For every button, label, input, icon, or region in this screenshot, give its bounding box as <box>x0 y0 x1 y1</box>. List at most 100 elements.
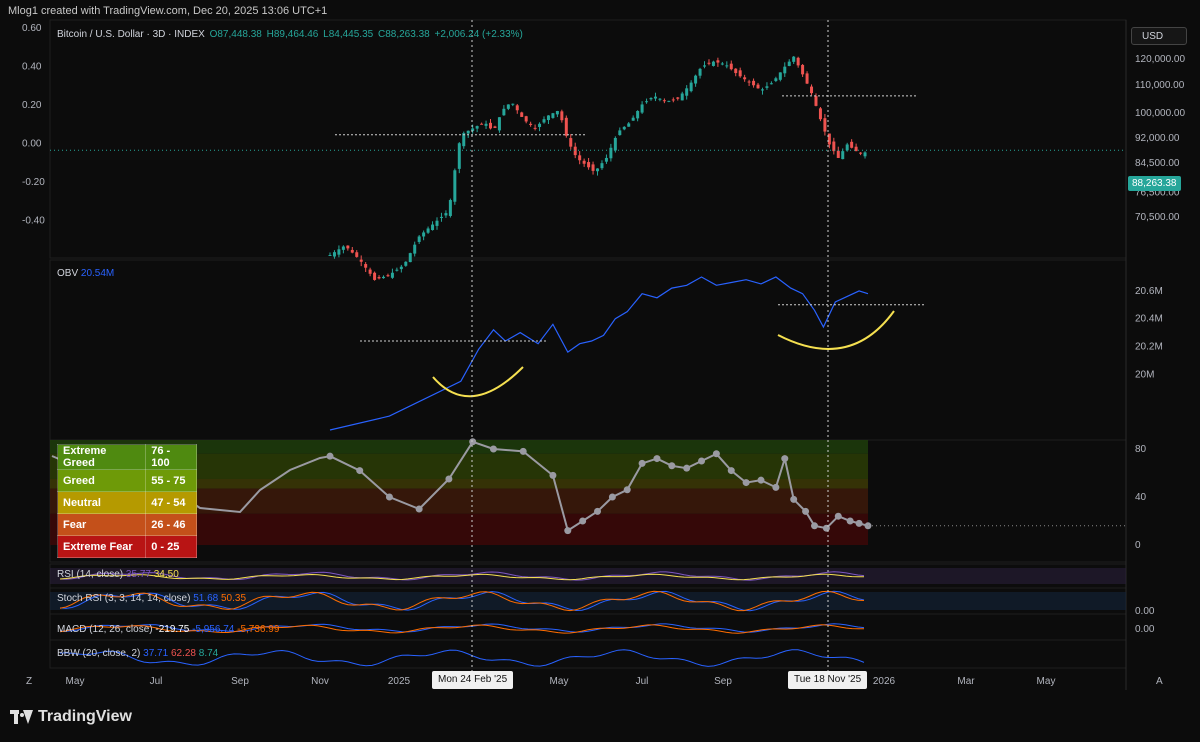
macd-hist-value: -219.75 <box>155 624 190 635</box>
candle-body <box>475 126 479 129</box>
pane-frame <box>49 259 1127 441</box>
fg-point <box>683 464 691 472</box>
fg-point <box>712 450 720 458</box>
candle-body <box>850 141 854 148</box>
candle-body <box>827 133 831 145</box>
fg-label: Extreme Greed <box>56 444 147 470</box>
price-tick-label: 110,000.00 <box>1135 80 1185 91</box>
candle-body <box>546 115 550 121</box>
candle-body <box>390 272 394 278</box>
candle-body <box>408 253 412 263</box>
candle-body <box>542 119 546 123</box>
obv-legend: OBV 20.54M <box>57 268 114 279</box>
candle-body <box>573 146 577 156</box>
fg-point <box>385 493 393 501</box>
candle-body <box>582 160 586 164</box>
candle-body <box>502 108 506 116</box>
fg-point <box>579 517 587 525</box>
fg-point <box>326 452 334 460</box>
stoch-band <box>50 592 1126 610</box>
candle-body <box>711 61 715 66</box>
symbol-title: Bitcoin / U.S. Dollar · 3D · INDEX <box>57 29 205 40</box>
bbw-value: 37.71 <box>143 648 169 659</box>
candle-body <box>578 155 582 161</box>
fg-point <box>469 438 477 446</box>
candle-body <box>364 264 368 268</box>
candle-body <box>569 138 573 147</box>
fg-point <box>822 524 830 532</box>
ohlc-change: +2,006.24 (+2.33%) <box>434 29 523 40</box>
fg-zone-band <box>50 478 868 489</box>
candle-body <box>591 164 595 171</box>
candle-body <box>774 78 778 81</box>
candle-body <box>703 65 707 67</box>
rsi-band <box>50 568 1126 584</box>
fg-point <box>846 517 854 525</box>
annotation-curve <box>432 366 524 398</box>
fg-range: 76 - 100 <box>145 444 197 470</box>
candle-body <box>337 249 341 255</box>
candle-body <box>426 228 430 233</box>
candle-body <box>818 108 822 120</box>
candle-body <box>662 100 666 102</box>
candle-body <box>346 245 350 249</box>
candle-body <box>533 127 537 129</box>
obv-tick-label: 20M <box>1135 369 1154 380</box>
candle-body <box>377 277 381 279</box>
stoch-d-value: 50.35 <box>221 593 247 604</box>
candle-body <box>596 168 600 172</box>
price-tick-label: 84,500.00 <box>1135 158 1180 169</box>
candle-body <box>613 137 617 151</box>
bbw-upper-value: 62.28 <box>170 648 196 659</box>
fg-point <box>608 493 616 501</box>
candle-body <box>551 113 555 118</box>
time-tick-label: Sep <box>231 676 249 687</box>
candle-body <box>350 249 354 253</box>
candle-body <box>341 246 345 250</box>
fg-point <box>802 507 810 515</box>
time-tick-label: May <box>550 676 569 687</box>
time-tick-label: 2026 <box>873 676 896 687</box>
candle-body <box>609 147 613 159</box>
candle-body <box>671 99 675 101</box>
candle-body <box>399 266 403 270</box>
fg-point <box>742 479 750 487</box>
ohlc-close: C88,263.38 <box>377 29 430 40</box>
left-tick-label: 0.20 <box>22 100 42 111</box>
candle-body <box>529 123 533 125</box>
candle-body <box>524 116 528 122</box>
fg-point <box>772 483 780 491</box>
left-tick-label: -0.20 <box>22 177 45 188</box>
fg-range: 55 - 75 <box>145 469 197 492</box>
time-tick-label: May <box>1037 676 1056 687</box>
obv-tick-label: 20.2M <box>1135 342 1163 353</box>
macd-value: -5,956.74 <box>192 624 235 635</box>
candle-body <box>743 77 747 80</box>
candle-body <box>484 123 488 126</box>
macd-signal-line <box>59 624 865 634</box>
fg-tick-label: 0 <box>1135 540 1141 551</box>
candle-body <box>422 232 426 237</box>
fg-point <box>623 486 631 494</box>
fg-tick-label: 80 <box>1135 444 1147 455</box>
ohlc-open: O87,448.38 <box>209 29 262 40</box>
tradingview-logo: TradingView <box>10 708 132 726</box>
candle-body <box>555 111 559 115</box>
currency-button[interactable]: USD <box>1131 27 1187 45</box>
bbw-line <box>59 649 865 667</box>
fg-point <box>415 505 423 513</box>
auto-scale-icon: A <box>1156 676 1163 687</box>
tv-logo-icon <box>10 710 33 724</box>
fg-point <box>638 459 646 467</box>
fg-range: 26 - 46 <box>145 513 197 536</box>
fg-row: Extreme Greed 76 - 100 <box>56 444 197 470</box>
time-tick-label: Jul <box>150 676 163 687</box>
candle-body <box>520 112 524 117</box>
fg-range: 0 - 25 <box>145 535 197 558</box>
candle-body <box>453 170 457 202</box>
candle-body <box>332 252 336 257</box>
chart-header: Mlog1 created with TradingView.com, Dec … <box>8 5 328 17</box>
fg-point <box>356 467 364 475</box>
bbw-label: BBW (20, close, 2) <box>57 648 141 659</box>
obv-tick-label: 20.6M <box>1135 286 1163 297</box>
